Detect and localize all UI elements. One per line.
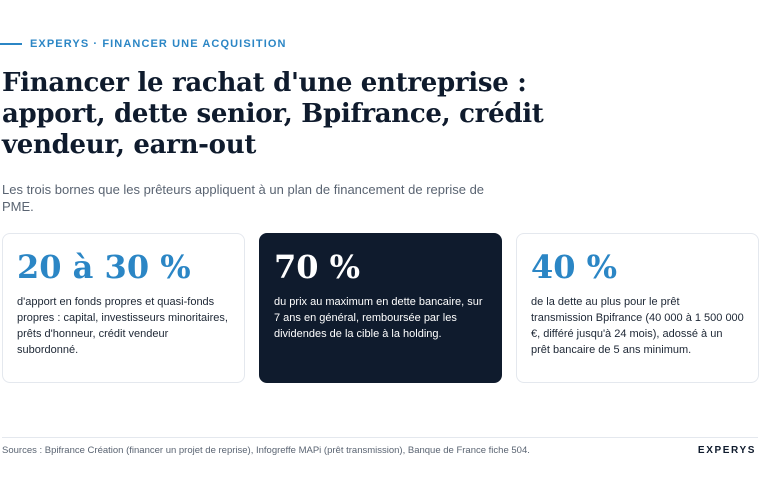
stat-description: de la dette au plus pour le prêt transmi… (531, 296, 744, 356)
stat-card-bpifrance: 40 % de la dette au plus pour le prêt tr… (516, 233, 759, 383)
stat-cards: 20 à 30 % d'apport en fonds propres et q… (2, 233, 759, 383)
stat-description: d'apport en fonds propres et quasi-fonds… (17, 296, 228, 356)
stat-value: 20 à 30 % (17, 248, 191, 286)
stat-card-equity: 20 à 30 % d'apport en fonds propres et q… (2, 233, 245, 383)
brand-logo-text: EXPERYS (697, 445, 756, 456)
eyebrow-rule (0, 43, 22, 45)
footer-divider (2, 437, 758, 438)
sources-note: Sources : Bpifrance Création (financer u… (2, 445, 530, 456)
page-title: Financer le rachat d'une entreprise : ap… (2, 68, 544, 160)
eyebrow-text: EXPERYS · FINANCER UNE ACQUISITION (30, 38, 287, 50)
stat-card-bank-debt: 70 % du prix au maximum en dette bancair… (259, 233, 502, 383)
eyebrow: EXPERYS · FINANCER UNE ACQUISITION (0, 38, 287, 50)
page-subtitle: Les trois bornes que les prêteurs appliq… (2, 182, 485, 214)
stat-value: 40 % (531, 248, 618, 286)
stat-description: du prix au maximum en dette bancaire, su… (274, 296, 483, 340)
stat-value: 70 % (274, 248, 361, 286)
